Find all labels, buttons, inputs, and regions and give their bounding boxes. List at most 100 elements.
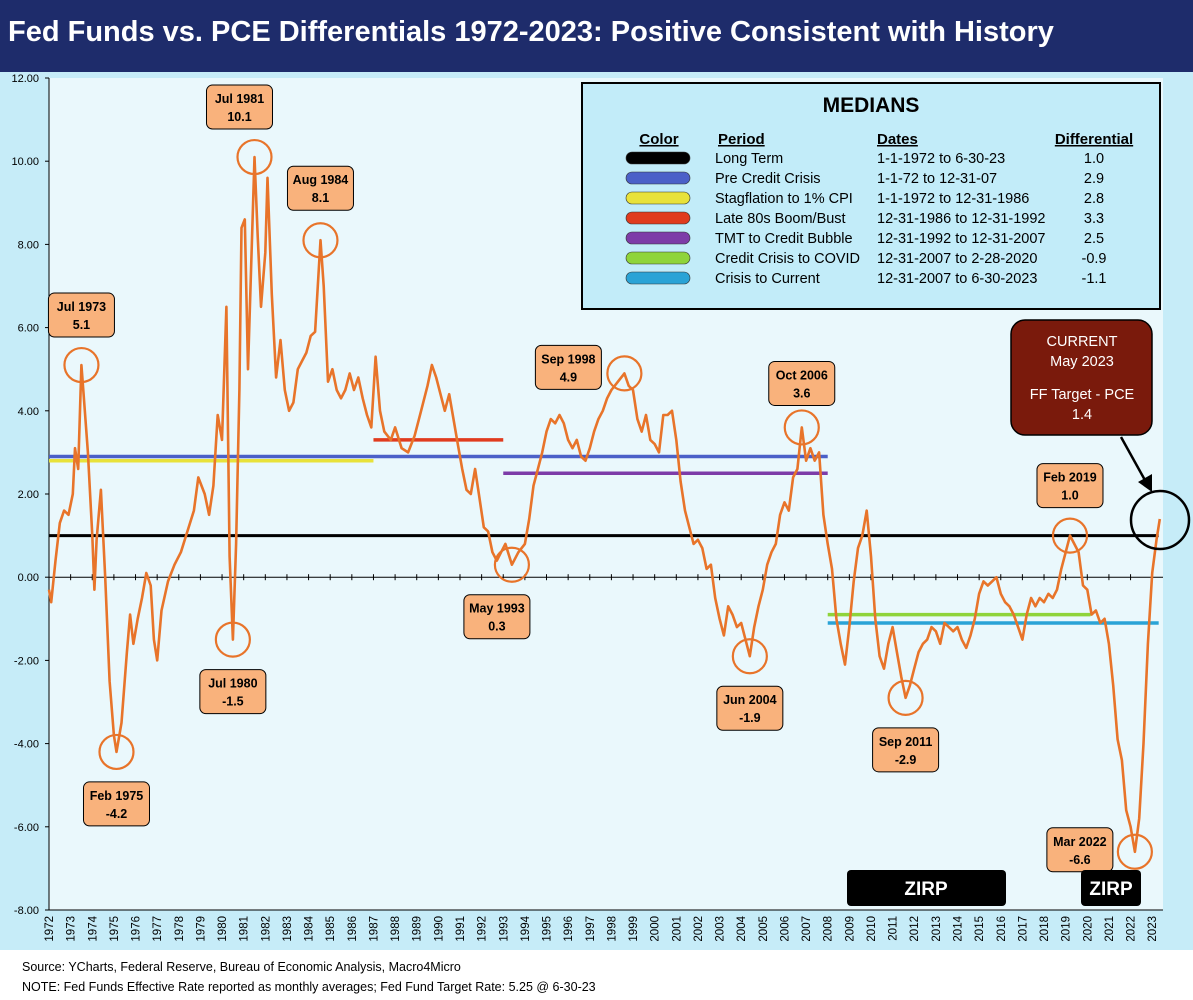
annotation-box <box>199 669 267 715</box>
x-tick-label: 1990 <box>433 916 445 942</box>
x-tick-label: 1980 <box>217 916 229 942</box>
legend-period: Long Term <box>715 151 783 167</box>
annotation-value: 8.1 <box>312 191 329 205</box>
title-bar: Fed Funds vs. PCE Differentials 1972-202… <box>0 0 1193 72</box>
annotation-circle <box>236 138 273 176</box>
legend-value: 2.5 <box>1084 231 1104 247</box>
x-tick-label: 2014 <box>953 915 965 941</box>
legend-swatch <box>625 271 691 285</box>
legend-dates: 1-1-1972 to 12-31-1986 <box>877 191 1029 207</box>
x-tick-label: 1975 <box>109 916 121 942</box>
annotation-value: -4.2 <box>106 807 128 821</box>
x-tick-label: 2022 <box>1126 916 1138 942</box>
y-tick-label: 8.00 <box>18 239 39 251</box>
zirp-label-2009: ZIRP <box>904 879 948 900</box>
legend-swatch <box>625 191 691 205</box>
current-arrowhead <box>1138 474 1152 492</box>
legend-dates: 12-31-2007 to 6-30-2023 <box>877 271 1037 287</box>
x-tick-label: 1995 <box>542 916 554 942</box>
legend-value: 2.9 <box>1084 171 1104 187</box>
legend-period: Credit Crisis to COVID <box>715 251 860 267</box>
annotation-circle <box>783 409 820 446</box>
legend-header-dates: Dates <box>877 131 918 148</box>
pce-differential-line <box>47 155 1162 854</box>
annotation-value: -1.5 <box>222 695 244 709</box>
annotation-box <box>82 781 150 827</box>
annotation-circle <box>98 733 135 771</box>
annotation-box <box>768 360 836 406</box>
annotation-label: Oct 2006 <box>776 368 828 382</box>
legend-value: -1.1 <box>1082 271 1107 287</box>
annotation-value: 0.3 <box>488 620 505 634</box>
x-tick-label: 2004 <box>736 915 748 941</box>
x-tick-label: 1981 <box>239 916 251 942</box>
median-lines <box>49 438 1159 625</box>
annotation-label: Mar 2022 <box>1053 835 1107 849</box>
x-tick-label: 1973 <box>66 916 78 942</box>
annotation-label: Jul 1981 <box>215 92 264 106</box>
annotation-value: 10.1 <box>227 110 251 124</box>
annotation-box <box>47 292 115 338</box>
legend-dates: 1-1-72 to 12-31-07 <box>877 171 997 187</box>
x-tick-label: 2017 <box>1017 916 1029 942</box>
legend-dates: 1-1-1972 to 6-30-23 <box>877 151 1005 167</box>
zirp-badges: ZIRP ZIRP <box>847 870 1141 906</box>
y-tick-label: 4.00 <box>18 406 39 418</box>
x-tick-label: 2016 <box>996 916 1008 942</box>
legend-box: MEDIANS Color Period Dates Differential … <box>581 82 1161 310</box>
legend-header-color: Color <box>639 131 678 148</box>
chart: 12.00 10.00 8.00 6.00 4.00 2.00 0.00 -2.00 -4.00… <box>0 72 1193 950</box>
annotation-box <box>1036 463 1104 509</box>
annotation-value: 5.1 <box>73 318 90 332</box>
current-line2: May 2023 <box>1050 354 1114 370</box>
x-tick-label: 2018 <box>1039 916 1051 942</box>
legend-title: MEDIANS <box>823 94 920 117</box>
legend-swatch <box>625 251 691 265</box>
x-tick-label: 1993 <box>498 916 510 942</box>
annotation-value: 3.6 <box>793 386 810 400</box>
x-tick-label: 1982 <box>260 916 272 942</box>
y-tick-label: -2.00 <box>14 655 39 667</box>
x-tick-label: 1985 <box>325 916 337 942</box>
x-tick-label: 1974 <box>87 915 99 941</box>
annotation-circle <box>731 638 768 675</box>
legend-rows: Long Term 1-1-1972 to 6-30-23 1.0 Pre Credi… <box>625 151 1107 287</box>
x-tick-label: 1998 <box>606 916 618 942</box>
x-tick-label: 1987 <box>368 916 380 942</box>
y-axis: 12.00 10.00 8.00 6.00 4.00 2.00 0.00 -2.00 -4.00… <box>11 73 50 917</box>
current-callout: CURRENT May 2023 FF Target - PCE 1.4 <box>1010 319 1191 551</box>
zirp-badge-2020 <box>1081 870 1141 906</box>
x-tick-label: 2003 <box>715 916 727 942</box>
y-tick-label: 12.00 <box>11 73 39 85</box>
legend-value: 2.8 <box>1084 191 1104 207</box>
x-tick-label: 2000 <box>650 916 662 942</box>
footnote: NOTE: Fed Funds Effective Rate reported … <box>22 980 596 994</box>
x-tick-label: 2005 <box>758 916 770 942</box>
x-tick-label: 2001 <box>671 916 683 942</box>
legend-period: Pre Credit Crisis <box>715 171 821 187</box>
annotation-circle <box>887 679 924 716</box>
x-tick-label: 2015 <box>974 916 986 942</box>
annotation-circle <box>63 346 100 384</box>
x-tick-label: 1976 <box>131 916 143 942</box>
x-tick-label: 2012 <box>909 916 921 942</box>
annotation-circle <box>302 222 339 259</box>
current-box <box>1010 319 1153 436</box>
annotation-label: Sep 2011 <box>879 735 933 749</box>
x-tick-label: 1986 <box>347 916 359 942</box>
x-tick-label: 1991 <box>455 916 467 942</box>
series <box>47 155 1162 854</box>
x-tick-label: 1972 <box>44 916 56 942</box>
x-tick-label: 1979 <box>195 916 207 942</box>
zirp-label-2020: ZIRP <box>1089 879 1133 900</box>
x-tick-label: 2011 <box>888 916 900 941</box>
legend-period: Crisis to Current <box>715 271 820 287</box>
annotation-box <box>463 594 531 640</box>
annotation-value: 4.9 <box>560 370 577 384</box>
legend-period: TMT to Credit Bubble <box>715 231 853 247</box>
annotation-value: -1.9 <box>739 711 761 725</box>
annotation-label: Aug 1984 <box>293 173 349 187</box>
x-tick-label: 2006 <box>779 916 791 942</box>
x-tick-label: 2020 <box>1082 916 1094 942</box>
annotation-box <box>205 84 273 130</box>
